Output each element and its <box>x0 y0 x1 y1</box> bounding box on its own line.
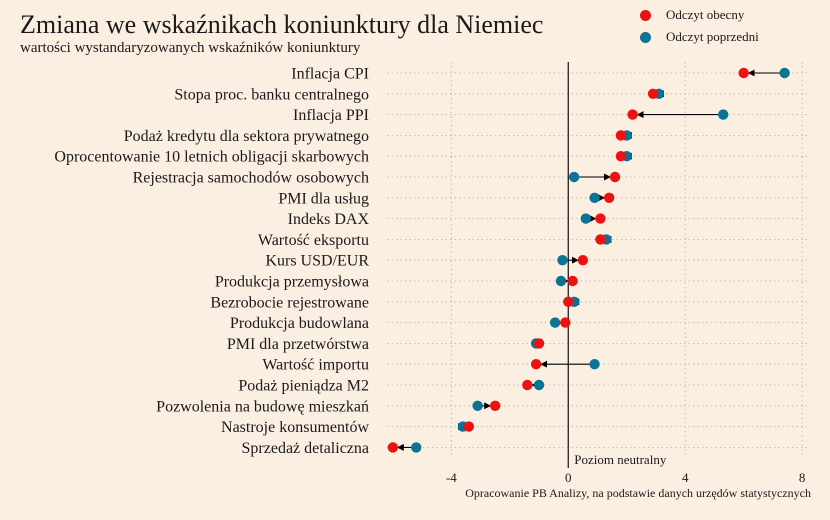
legend-item-previous: Odczyt poprzedni <box>636 26 759 48</box>
category-label: Kurs USD/EUR <box>265 253 369 270</box>
legend-label-current: Odczyt obecny <box>666 7 745 22</box>
chart-subtitle: wartości wystandaryzowanych wskaźników k… <box>20 40 361 56</box>
x-tick-label: 4 <box>682 470 689 485</box>
point-current <box>577 255 589 266</box>
point-current <box>563 296 574 307</box>
point-current <box>522 379 533 391</box>
point-current <box>738 67 749 79</box>
point-current <box>560 317 571 328</box>
legend-label-previous: Odczyt poprzedni <box>666 29 759 44</box>
point-previous <box>411 442 422 453</box>
point-previous <box>472 400 483 411</box>
point-current <box>627 109 638 120</box>
x-tick-label: -4 <box>446 470 457 485</box>
point-current <box>595 213 606 224</box>
category-label: Wartość eksportu <box>258 232 369 249</box>
source-note: Opracowanie PB Analizy, na podstawie dan… <box>465 486 811 500</box>
legend-marker-current <box>640 9 651 21</box>
point-previous <box>580 213 592 224</box>
category-label: Podaż pieniądza M2 <box>238 378 369 395</box>
category-label: Wartość importu <box>262 357 369 374</box>
point-current <box>615 151 627 162</box>
category-label: Bezrobocie rejestrowane <box>210 294 369 311</box>
point-current <box>387 442 399 453</box>
neutral-label: Poziom neutralny <box>574 452 667 467</box>
point-current <box>567 275 578 287</box>
chart-title: Zmiana we wskaźnikach koniunktury dla Ni… <box>20 10 544 39</box>
category-label: Inflacja CPI <box>291 66 369 83</box>
point-current <box>603 192 615 203</box>
category-label: Nastroje konsumentów <box>221 419 369 436</box>
legend: Odczyt obecny Odczyt poprzedni <box>636 4 759 48</box>
category-label: Sprzedaż detaliczna <box>242 440 369 457</box>
category-label: Produkcja budowlana <box>230 315 369 332</box>
point-current <box>609 171 621 183</box>
category-label: Inflacja PPI <box>293 107 369 124</box>
legend-item-current: Odczyt obecny <box>636 4 759 26</box>
point-previous <box>533 379 545 391</box>
point-previous <box>568 171 580 183</box>
point-current <box>489 400 501 411</box>
x-tick-label: 8 <box>799 470 806 485</box>
point-current <box>530 359 542 370</box>
point-current <box>615 130 627 141</box>
point-previous <box>555 275 567 287</box>
category-label: Rejestracja samochodów osobowych <box>133 170 369 187</box>
point-current <box>533 338 545 349</box>
category-label: Oprocentowanie 10 letnich obligacji skar… <box>54 149 369 166</box>
point-previous <box>589 192 600 203</box>
x-tick-label: 0 <box>565 470 572 485</box>
point-previous <box>718 109 729 120</box>
point-current <box>595 234 606 245</box>
category-label: Indeks DAX <box>288 211 370 228</box>
category-label: PMI dla przetwórstwa <box>227 336 369 353</box>
point-previous <box>779 67 790 79</box>
point-previous <box>557 255 568 266</box>
point-current <box>463 421 475 432</box>
legend-marker-previous <box>640 31 651 43</box>
point-previous <box>549 317 561 328</box>
point-current <box>647 88 659 100</box>
point-previous <box>589 359 600 370</box>
category-label: Stopa proc. banku centralnego <box>174 86 369 103</box>
category-label: Podaż kredytu dla sektora prywatnego <box>124 128 369 145</box>
category-label: Produkcja przemysłowa <box>215 274 369 291</box>
category-label: Pozwolenia na budowę mieszkań <box>156 398 369 415</box>
category-label: PMI dla usług <box>278 190 369 207</box>
